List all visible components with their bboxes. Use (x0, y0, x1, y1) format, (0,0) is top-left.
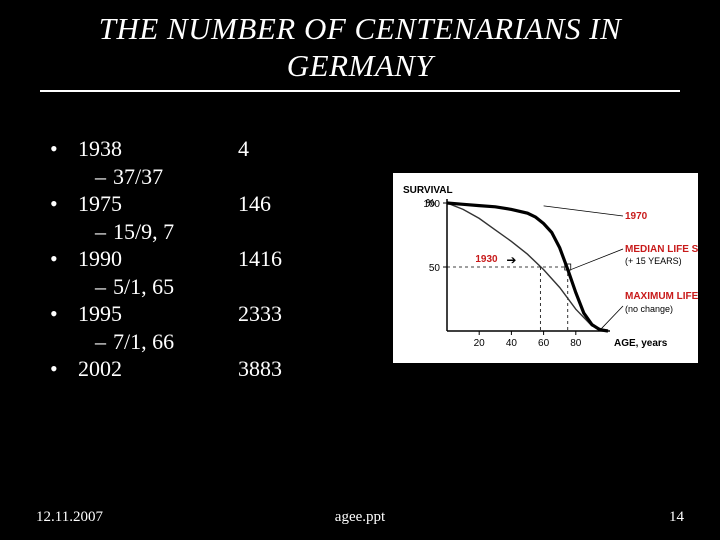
list-subrow: – 37/37 (50, 163, 390, 191)
svg-text:60: 60 (538, 338, 550, 349)
slide-title: THE NUMBER OF CENTENARIANS IN GERMANY (0, 10, 720, 84)
year-label: 1990 (78, 245, 238, 273)
centenarian-list: •19384– 37/37•1975146– 15/9, 7•19901416–… (50, 135, 390, 383)
bullet-icon: • (50, 355, 78, 383)
survival-chart: 5010020406080SURVIVAL%AGE, years19701930… (393, 173, 698, 363)
list-subrow: – 15/9, 7 (50, 218, 390, 246)
svg-text:40: 40 (506, 338, 518, 349)
svg-text:50: 50 (429, 263, 441, 274)
year-label: 1975 (78, 190, 238, 218)
list-row: •19901416 (50, 245, 390, 273)
list-row: •1975146 (50, 190, 390, 218)
svg-text:1970: 1970 (625, 211, 648, 222)
svg-text:80: 80 (570, 338, 582, 349)
count-value: 3883 (238, 355, 338, 383)
bullet-icon: • (50, 300, 78, 328)
year-label: 1995 (78, 300, 238, 328)
sub-value: 15/9, 7 (113, 218, 174, 246)
year-label: 1938 (78, 135, 238, 163)
sub-value: 37/37 (113, 163, 163, 191)
year-label: 2002 (78, 355, 238, 383)
bullet-icon: • (50, 190, 78, 218)
sub-value: 7/1, 66 (113, 328, 174, 356)
svg-text:(+ 15 YEARS): (+ 15 YEARS) (625, 256, 682, 266)
footer-page: 14 (669, 509, 684, 526)
list-row: •19952333 (50, 300, 390, 328)
svg-text:(no change): (no change) (625, 304, 673, 314)
title-line2: GERMANY (287, 48, 433, 83)
svg-text:AGE, years: AGE, years (614, 338, 668, 349)
list-subrow: – 5/1, 65 (50, 273, 390, 301)
svg-text:1930: 1930 (475, 254, 498, 265)
count-value: 146 (238, 190, 338, 218)
svg-text:MAXIMUM LIFE SPAN: MAXIMUM LIFE SPAN (625, 291, 698, 302)
footer-file: agee.ppt (0, 509, 720, 526)
bullet-icon: • (50, 135, 78, 163)
svg-text:%: % (426, 198, 435, 209)
title-underline (40, 90, 680, 92)
svg-text:SURVIVAL: SURVIVAL (403, 185, 453, 196)
list-row: •20023883 (50, 355, 390, 383)
sub-value: 5/1, 65 (113, 273, 174, 301)
count-value: 1416 (238, 245, 338, 273)
list-row: •19384 (50, 135, 390, 163)
count-value: 4 (238, 135, 338, 163)
dash-icon: – (95, 163, 113, 191)
count-value: 2333 (238, 300, 338, 328)
title-line1: THE NUMBER OF CENTENARIANS IN (99, 11, 622, 46)
svg-text:MEDIAN LIFE SPAN: MEDIAN LIFE SPAN (625, 244, 698, 255)
dash-icon: – (95, 273, 113, 301)
dash-icon: – (95, 218, 113, 246)
dash-icon: – (95, 328, 113, 356)
svg-text:20: 20 (474, 338, 486, 349)
bullet-icon: • (50, 245, 78, 273)
list-subrow: – 7/1, 66 (50, 328, 390, 356)
svg-text:➔: ➔ (506, 253, 516, 267)
